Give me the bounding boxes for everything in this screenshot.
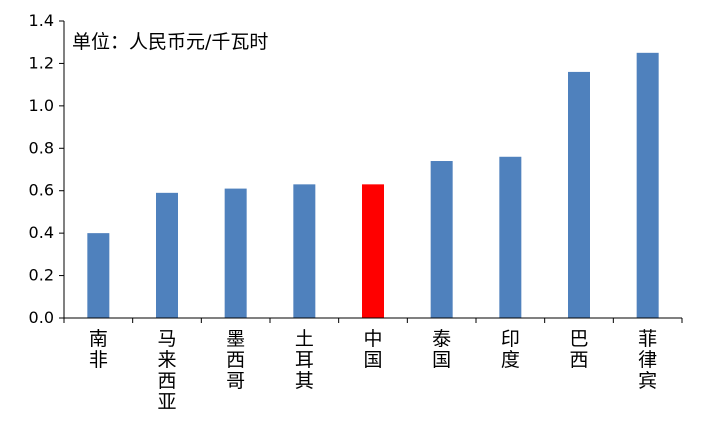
y-tick-label: 1.4: [29, 11, 54, 30]
x-tick-label-char: 宾: [638, 370, 657, 392]
x-tick-label-char: 泰: [432, 328, 451, 350]
bars: [87, 52, 659, 319]
y-tick-label: 0.2: [29, 266, 54, 285]
x-tick-label-char: 亚: [157, 391, 176, 413]
bar-8: [568, 71, 590, 319]
x-tick-label-char: 西: [157, 370, 176, 392]
unit-label: 单位：人民币元/千瓦时: [72, 31, 268, 53]
x-tick-label-char: 西: [226, 349, 245, 371]
x-tick-label-char: 西: [569, 349, 588, 371]
y-tick-label: 0.8: [29, 138, 54, 157]
x-tick-label-char: 土: [295, 328, 314, 350]
x-tick-label-char: 印: [501, 328, 520, 350]
x-tick-label-char: 哥: [226, 370, 245, 392]
bar-6: [430, 161, 453, 318]
x-tick-label-char: 耳: [295, 349, 314, 371]
bar-7: [499, 156, 522, 318]
y-axis: 0.0 0.2 0.4 0.6 0.8 1.0 1.2 1.4: [29, 11, 65, 327]
x-tick-label-char: 律: [638, 349, 657, 371]
y-tick-label: 1.0: [29, 96, 54, 115]
bar-4: [293, 184, 316, 318]
bar-2: [156, 192, 178, 318]
bar-5: [362, 184, 384, 318]
x-tick-label-char: 中: [363, 328, 382, 350]
x-tick-label-char: 其: [295, 370, 314, 392]
x-tick-label-char: 墨: [226, 328, 245, 350]
y-tick-label: 0.0: [29, 308, 54, 327]
y-tick-label: 1.2: [29, 53, 54, 72]
x-tick-label-char: 度: [501, 349, 520, 371]
x-tick-label-char: 菲: [638, 328, 657, 350]
bar-1: [87, 233, 110, 318]
bar-9: [636, 52, 659, 318]
x-tick-label-char: 马: [157, 328, 176, 350]
y-tick-label: 0.4: [29, 223, 54, 242]
x-tick-label-char: 国: [363, 349, 382, 371]
bar-3: [224, 188, 247, 318]
y-tick-label: 0.6: [29, 181, 54, 200]
x-tick-label-char: 南: [89, 328, 108, 350]
x-tick-label-char: 巴: [569, 328, 588, 350]
x-tick-label-char: 来: [157, 349, 176, 371]
x-tick-label-char: 非: [89, 349, 108, 371]
x-tick-label-char: 国: [432, 349, 451, 371]
